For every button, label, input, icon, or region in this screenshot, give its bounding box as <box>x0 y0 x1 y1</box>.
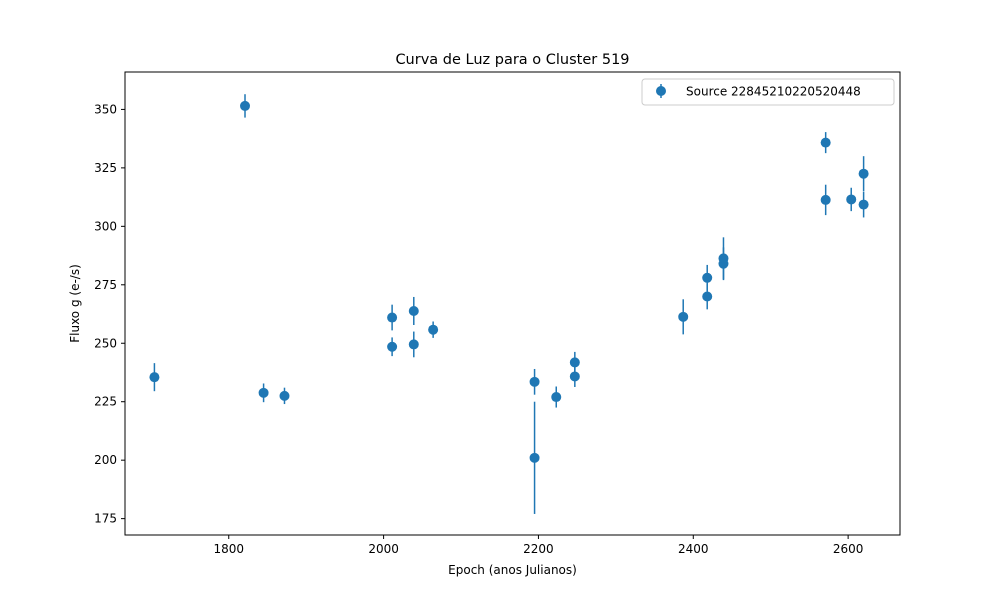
data-point <box>858 199 869 210</box>
data-point <box>387 312 398 323</box>
legend-marker-icon <box>656 86 666 96</box>
data-point <box>718 253 729 264</box>
data-point <box>569 357 580 368</box>
x-axis-label: Epoch (anos Julianos) <box>448 563 577 577</box>
y-tick-label: 300 <box>94 219 117 233</box>
data-point <box>820 194 831 205</box>
x-tick-label: 2400 <box>678 542 709 556</box>
x-axis-ticks: 1800 2000 2200 2400 2600 <box>213 535 863 556</box>
legend-box <box>641 78 895 106</box>
data-point <box>846 194 857 205</box>
legend-label: Source 2284521022052​0448 <box>686 85 861 99</box>
data-point <box>702 291 713 302</box>
chart-title: Curva de Luz para o Cluster 519 <box>395 52 629 68</box>
x-tick-label: 1800 <box>213 542 244 556</box>
y-tick-label: 175 <box>94 512 117 526</box>
x-tick-label: 2600 <box>833 542 864 556</box>
data-point <box>529 452 540 463</box>
data-point <box>820 137 831 148</box>
x-tick-label: 2000 <box>368 542 399 556</box>
data-point <box>279 390 290 401</box>
data-markers <box>149 94 869 514</box>
y-axis-label: Fluxo g (e-/s) <box>68 264 82 343</box>
y-tick-label: 275 <box>94 278 117 292</box>
x-tick-label: 2200 <box>523 542 554 556</box>
y-tick-label: 225 <box>94 395 117 409</box>
data-point <box>529 376 540 387</box>
y-tick-label: 350 <box>94 102 117 116</box>
data-point <box>702 272 713 283</box>
legend: Source 2284521022052​0448 <box>641 78 895 106</box>
data-point <box>408 305 419 316</box>
y-tick-label: 250 <box>94 336 117 350</box>
data-point <box>858 168 869 179</box>
data-point <box>551 392 562 403</box>
data-point <box>408 339 419 350</box>
y-axis-ticks: 175 200 225 250 275 300 325 350 <box>94 102 125 526</box>
data-point <box>240 100 251 111</box>
data-point <box>428 324 439 335</box>
data-point <box>258 387 269 398</box>
y-tick-label: 325 <box>94 161 117 175</box>
y-tick-label: 200 <box>94 453 117 467</box>
data-point <box>678 311 689 322</box>
data-point <box>569 371 580 382</box>
plot-frame <box>124 71 901 536</box>
data-point <box>387 341 398 352</box>
data-point <box>149 372 160 383</box>
